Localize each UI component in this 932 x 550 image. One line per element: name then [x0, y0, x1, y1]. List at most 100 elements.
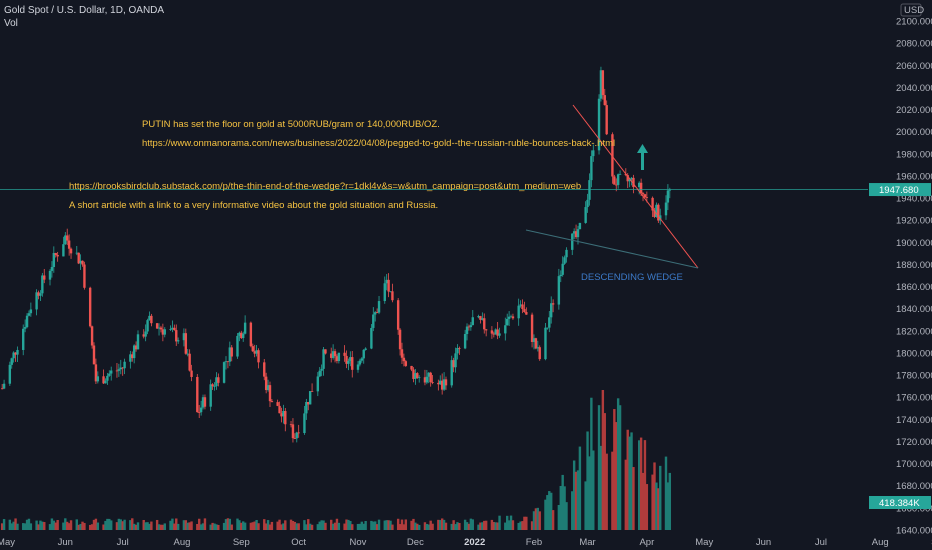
volume-bar — [626, 429, 629, 530]
price-tick-label: 1700.000 — [896, 459, 932, 470]
candle-body — [280, 413, 283, 417]
candle-body — [370, 327, 373, 349]
symbol-title[interactable]: Gold Spot / U.S. Dollar, 1D, OANDA — [4, 5, 165, 16]
candle-body — [90, 326, 94, 346]
candle-body — [307, 402, 310, 405]
volume-bar — [155, 519, 159, 530]
candle-body — [498, 333, 501, 336]
candle-body — [322, 349, 325, 369]
candle-body — [184, 333, 188, 354]
volume-bar — [62, 522, 65, 530]
volume-bar — [639, 437, 643, 530]
volume-bar — [131, 518, 134, 530]
candle-body — [62, 244, 65, 257]
volume-bar — [416, 523, 419, 530]
candle-body — [611, 134, 614, 177]
volume-bar — [268, 524, 272, 530]
volume-bar — [507, 520, 511, 530]
volume-bar — [347, 519, 350, 530]
volume-bar — [425, 523, 429, 530]
candle-body — [375, 312, 379, 313]
candle-body — [12, 352, 15, 359]
candle-body — [16, 349, 19, 355]
candle-body — [402, 357, 406, 362]
candle-body — [54, 253, 57, 255]
candle-body — [69, 248, 73, 254]
volume-bars — [0, 390, 672, 530]
volume-bar — [67, 523, 71, 530]
volume-bar — [429, 520, 432, 530]
volume-bar — [173, 523, 176, 530]
volume-bar — [142, 519, 145, 530]
volume-bar — [94, 518, 98, 530]
candle-body — [666, 190, 670, 203]
up-arrow-icon — [637, 144, 648, 170]
candle-body — [224, 361, 228, 363]
candle-body — [226, 361, 230, 363]
candle-body — [146, 320, 149, 332]
volume-bar — [64, 518, 67, 530]
volume-bar — [559, 485, 562, 530]
candle-body — [257, 350, 260, 363]
volume-bar — [284, 520, 287, 530]
volume-bar — [504, 522, 507, 530]
price-tick-label: 2000.000 — [896, 127, 932, 138]
candle-body — [213, 386, 216, 387]
price-tick-label: 1720.000 — [896, 437, 932, 448]
volume-bar — [297, 523, 300, 530]
price-axis[interactable] — [868, 0, 932, 532]
price-tick-label: 1880.000 — [896, 260, 932, 271]
volume-bar — [146, 522, 149, 530]
candle-body — [228, 347, 232, 362]
candle-body — [477, 316, 480, 318]
volume-bar — [211, 522, 214, 530]
candle-body — [571, 233, 574, 250]
volume-bar — [456, 522, 459, 530]
volume-bar — [442, 519, 446, 530]
volume-bar — [66, 521, 69, 530]
candle-body — [509, 316, 513, 318]
price-tick-label: 2060.000 — [896, 61, 932, 72]
volume-bar — [291, 520, 295, 530]
volume-bar — [83, 522, 86, 530]
candle-body — [64, 235, 67, 245]
volume-bar — [615, 422, 618, 530]
time-tick-label: Apr — [639, 537, 654, 548]
candle-body — [548, 317, 551, 328]
wedge-label: DESCENDING WEDGE — [581, 272, 683, 283]
candle-body — [163, 329, 166, 335]
volume-bar — [228, 518, 232, 530]
volume-bar — [362, 523, 365, 530]
candle-body — [517, 305, 520, 319]
candle-body — [444, 379, 448, 386]
volume-bar — [217, 524, 220, 530]
time-axis[interactable] — [0, 532, 868, 550]
candle-body — [159, 327, 163, 330]
volume-bar — [48, 524, 52, 530]
candle-body — [668, 189, 672, 191]
volume-bar — [356, 523, 360, 530]
candle-body — [264, 376, 268, 391]
annotation-brooksbird-link[interactable]: https://brooksbirdclub.substack.com/p/th… — [69, 181, 581, 192]
candle-body — [385, 279, 388, 284]
candle-body — [236, 335, 239, 357]
candle-body — [641, 193, 645, 195]
volume-bar — [186, 522, 189, 530]
candle-body — [215, 377, 218, 387]
volume-bar — [282, 523, 285, 530]
volume-bar — [324, 522, 327, 530]
volume-bar — [565, 502, 568, 530]
volume-label[interactable]: Vol — [4, 18, 18, 29]
candle-body — [372, 314, 375, 328]
annotation-onmanorama-link[interactable]: https://www.onmanorama.com/news/business… — [142, 138, 615, 149]
candle-body — [94, 364, 98, 382]
price-tick-label: 1940.000 — [896, 194, 932, 205]
volume-bar — [638, 440, 641, 530]
volume-bar — [402, 524, 406, 530]
candle-body — [584, 207, 587, 223]
volume-bar — [578, 446, 582, 530]
price-tick-label: 1960.000 — [896, 171, 932, 182]
volume-bar — [198, 518, 201, 530]
volume-bar — [494, 522, 497, 530]
